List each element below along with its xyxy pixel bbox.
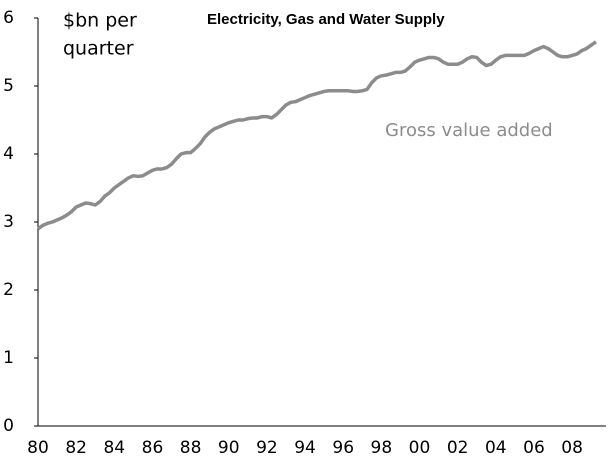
chart-title: Electricity, Gas and Water Supply xyxy=(207,11,445,28)
x-tick-label: 00 xyxy=(409,438,431,458)
y-tick-label: 5 xyxy=(3,76,14,96)
x-tick-label: 04 xyxy=(485,438,507,458)
x-tick-label: 82 xyxy=(65,438,87,458)
y-tick-label: 1 xyxy=(3,348,14,368)
x-tick-label: 94 xyxy=(294,438,316,458)
y-axis-label: $bn per xyxy=(63,10,137,32)
data-line xyxy=(36,40,597,231)
x-tick-label: 86 xyxy=(142,438,164,458)
annotation: Gross value added xyxy=(385,120,553,141)
x-tick-label: 96 xyxy=(332,438,354,458)
y-tick-label: 2 xyxy=(3,280,14,300)
y-tick-label: 3 xyxy=(3,212,14,232)
x-tick-label: 80 xyxy=(27,438,49,458)
x-tick-label: 02 xyxy=(447,438,469,458)
x-tick-label: 92 xyxy=(256,438,278,458)
x-tick-label: 98 xyxy=(371,438,393,458)
x-tick-label: 88 xyxy=(180,438,202,458)
x-tick-label: 90 xyxy=(218,438,240,458)
x-tick-label: 84 xyxy=(103,438,125,458)
y-tick-label: 6 xyxy=(3,8,14,28)
y-tick-label: 4 xyxy=(3,144,14,164)
y-axis-label: quarter xyxy=(63,38,134,60)
y-tick-label: 0 xyxy=(3,416,14,436)
x-tick-label: 08 xyxy=(561,438,583,458)
x-tick-label: 06 xyxy=(523,438,545,458)
